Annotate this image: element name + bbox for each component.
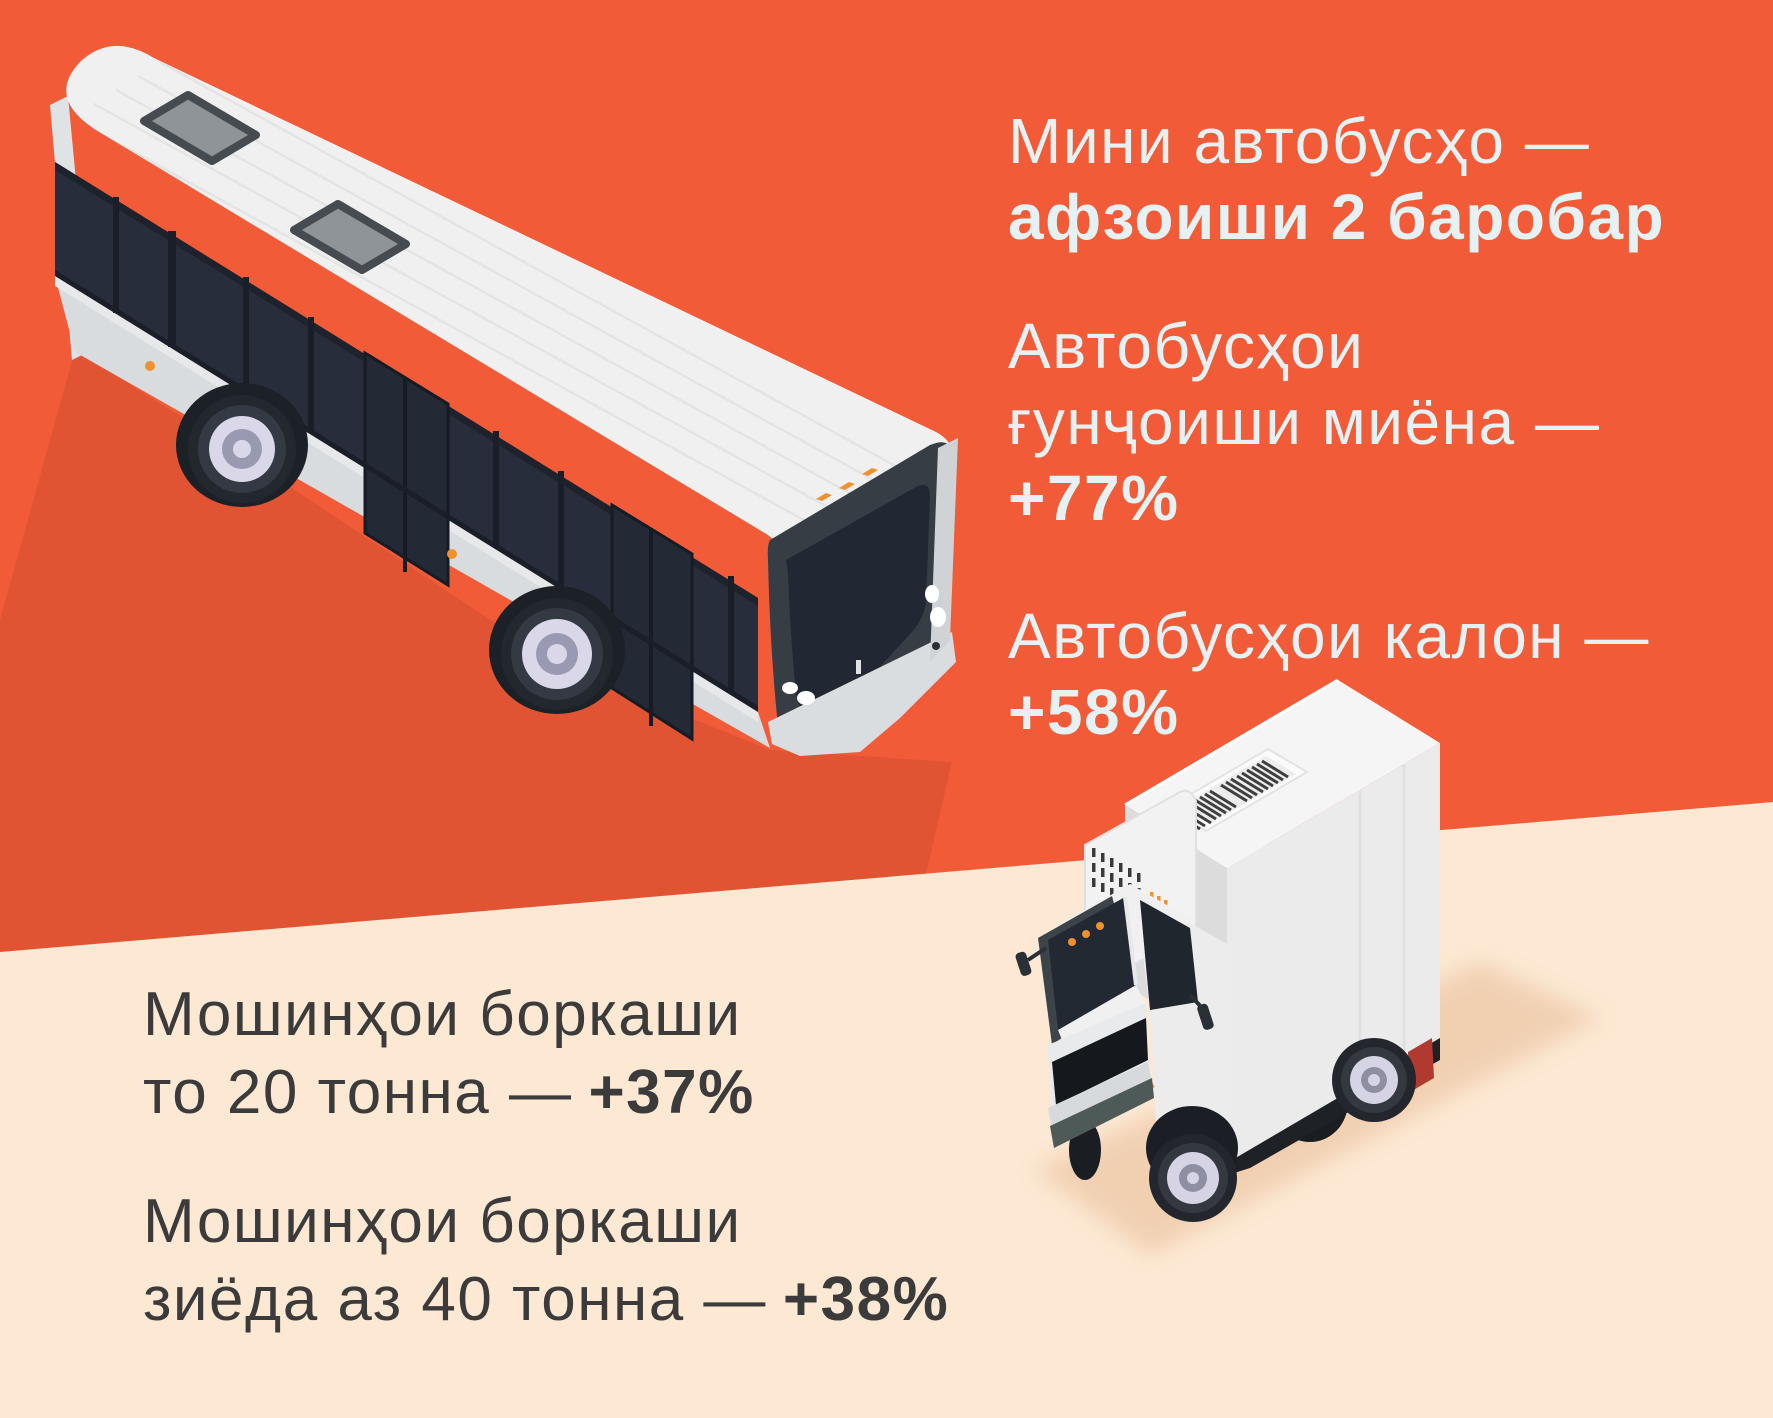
stats-block-large-bus: Автобусҳои калон — +58% bbox=[1008, 598, 1650, 750]
stat-truck40-label-2: зиёда аз 40 тонна — bbox=[143, 1265, 767, 1334]
bus-window-frames bbox=[113, 197, 734, 692]
truck-front-wheel bbox=[1146, 1106, 1238, 1222]
stats-block-trucks-20t: Мошинҳои боркаши то 20 тонна — +37% bbox=[143, 976, 755, 1132]
stat-minibus-value: афзоиши 2 баробар bbox=[1008, 181, 1666, 253]
stat-truck40-value: +38% bbox=[782, 1265, 950, 1334]
bus-front bbox=[767, 438, 958, 756]
stat-minibus-label: Мини автобусҳо — bbox=[1008, 105, 1591, 177]
stats-column-buses: Мини автобусҳо — афзоиши 2 баробар bbox=[1008, 103, 1665, 255]
stat-midsize-value: +77% bbox=[1008, 462, 1180, 534]
stat-midsize-label-2: ғунҷоиши миёна — bbox=[1008, 386, 1601, 458]
truck-illustration bbox=[1015, 678, 1600, 1255]
stat-midsize-label-1: Автобусҳои bbox=[1008, 310, 1365, 382]
truck-cab bbox=[1015, 884, 1232, 1162]
bus-front-wheel bbox=[489, 586, 625, 714]
stats-block-midsize-bus: Автобусҳои ғунҷоиши миёна — +77% bbox=[1008, 308, 1600, 536]
bus-roof-hatch-rear bbox=[140, 91, 260, 165]
stat-truck40-label-1: Мошинҳои боркаши bbox=[143, 1187, 742, 1256]
stat-large-bus-label: Автобусҳои калон — bbox=[1008, 600, 1650, 672]
bus-door-middle bbox=[363, 350, 450, 588]
stats-block-trucks-40t: Мошинҳои боркаши зиёда аз 40 тонна — +38… bbox=[143, 1183, 949, 1339]
truck-rear-wheel bbox=[1332, 1038, 1416, 1122]
stat-truck20-value: +37% bbox=[588, 1058, 755, 1127]
stat-large-bus-value: +58% bbox=[1008, 676, 1180, 748]
bus-clearance-lights bbox=[816, 468, 878, 501]
bus-roof-ribs bbox=[71, 60, 931, 541]
stat-truck20-label-2: то 20 тонна — bbox=[143, 1058, 573, 1127]
bus-roof-hatch-front bbox=[290, 200, 410, 274]
bus-rear-wheel bbox=[176, 383, 308, 507]
stat-truck20-label-1: Мошинҳои боркаши bbox=[143, 980, 742, 1049]
